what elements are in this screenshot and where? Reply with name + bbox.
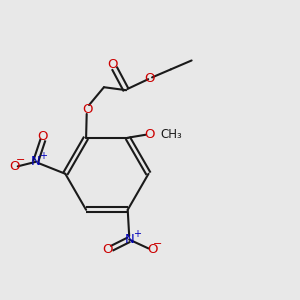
Text: −: − (153, 239, 163, 249)
Text: O: O (10, 160, 20, 173)
Text: O: O (38, 130, 48, 143)
Text: −: − (16, 155, 26, 165)
Text: N: N (31, 155, 40, 168)
Text: CH₃: CH₃ (160, 128, 182, 141)
Text: O: O (108, 58, 118, 71)
Text: O: O (103, 243, 113, 256)
Text: O: O (145, 128, 155, 141)
Text: N: N (124, 233, 134, 246)
Text: O: O (147, 243, 157, 256)
Text: O: O (145, 72, 155, 85)
Text: O: O (82, 103, 93, 116)
Text: +: + (39, 151, 47, 161)
Text: +: + (133, 229, 141, 238)
